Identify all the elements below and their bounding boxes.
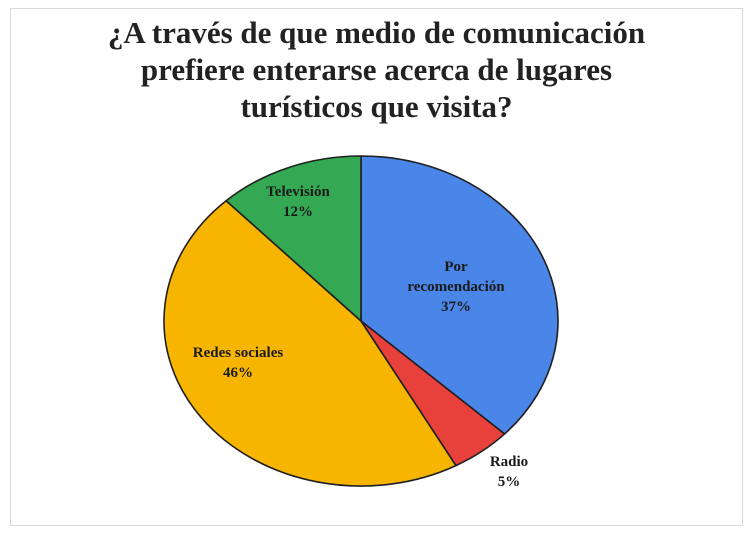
- slice-category-label: Televisión: [266, 184, 330, 200]
- slice-category-label: Radio: [490, 454, 528, 470]
- pie-labels: Por recomendación 37% Radio 5% Redes sociales…: [193, 184, 528, 490]
- slice-category-label: Redes sociales: [193, 345, 284, 361]
- slice-value-label: 46%: [223, 365, 253, 381]
- slice-category-label: recomendación: [407, 279, 505, 295]
- pie-slice-televisión: [225, 155, 362, 322]
- slice-label-3: Televisión 12%: [266, 184, 330, 220]
- slice-value-label: 37%: [441, 299, 471, 315]
- pie-slice-por-recomendación: [360, 155, 559, 435]
- chart-title-line-3: turísticos que visita?: [240, 89, 513, 124]
- slice-label-1: Radio 5%: [490, 454, 528, 490]
- slice-value-label: 5%: [498, 474, 521, 490]
- pie-slices: [163, 155, 559, 487]
- chart-title: ¿A través de que medio de comunicación p…: [0, 14, 753, 125]
- slice-label-2: Redes sociales 46%: [193, 345, 284, 381]
- slice-category-label: Por: [444, 259, 468, 275]
- chart-title-line-2: prefiere enterarse acerca de lugares: [140, 52, 613, 87]
- chart-title-line-1: ¿A través de que medio de comunicación: [107, 15, 646, 50]
- slice-value-label: 12%: [283, 204, 313, 220]
- slice-label-0: Por recomendación 37%: [407, 259, 505, 315]
- pie-slice-redes-sociales: [163, 199, 457, 487]
